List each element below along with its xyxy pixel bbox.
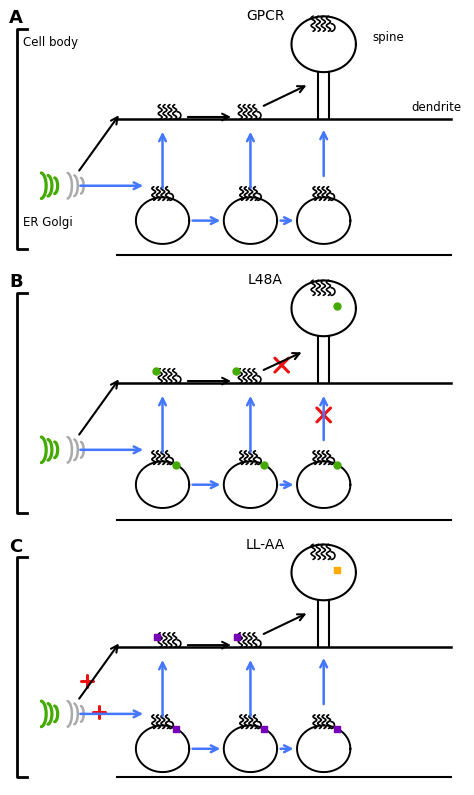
Text: L48A: L48A [247,273,283,288]
Text: dendrite: dendrite [411,101,462,114]
Text: C: C [9,537,22,556]
Text: GPCR: GPCR [246,10,284,23]
Text: A: A [9,10,23,27]
Text: ER Golgi: ER Golgi [23,215,73,229]
Text: B: B [9,273,23,292]
Text: spine: spine [373,31,404,45]
Text: Cell body: Cell body [23,37,78,49]
Text: LL-AA: LL-AA [246,537,285,552]
